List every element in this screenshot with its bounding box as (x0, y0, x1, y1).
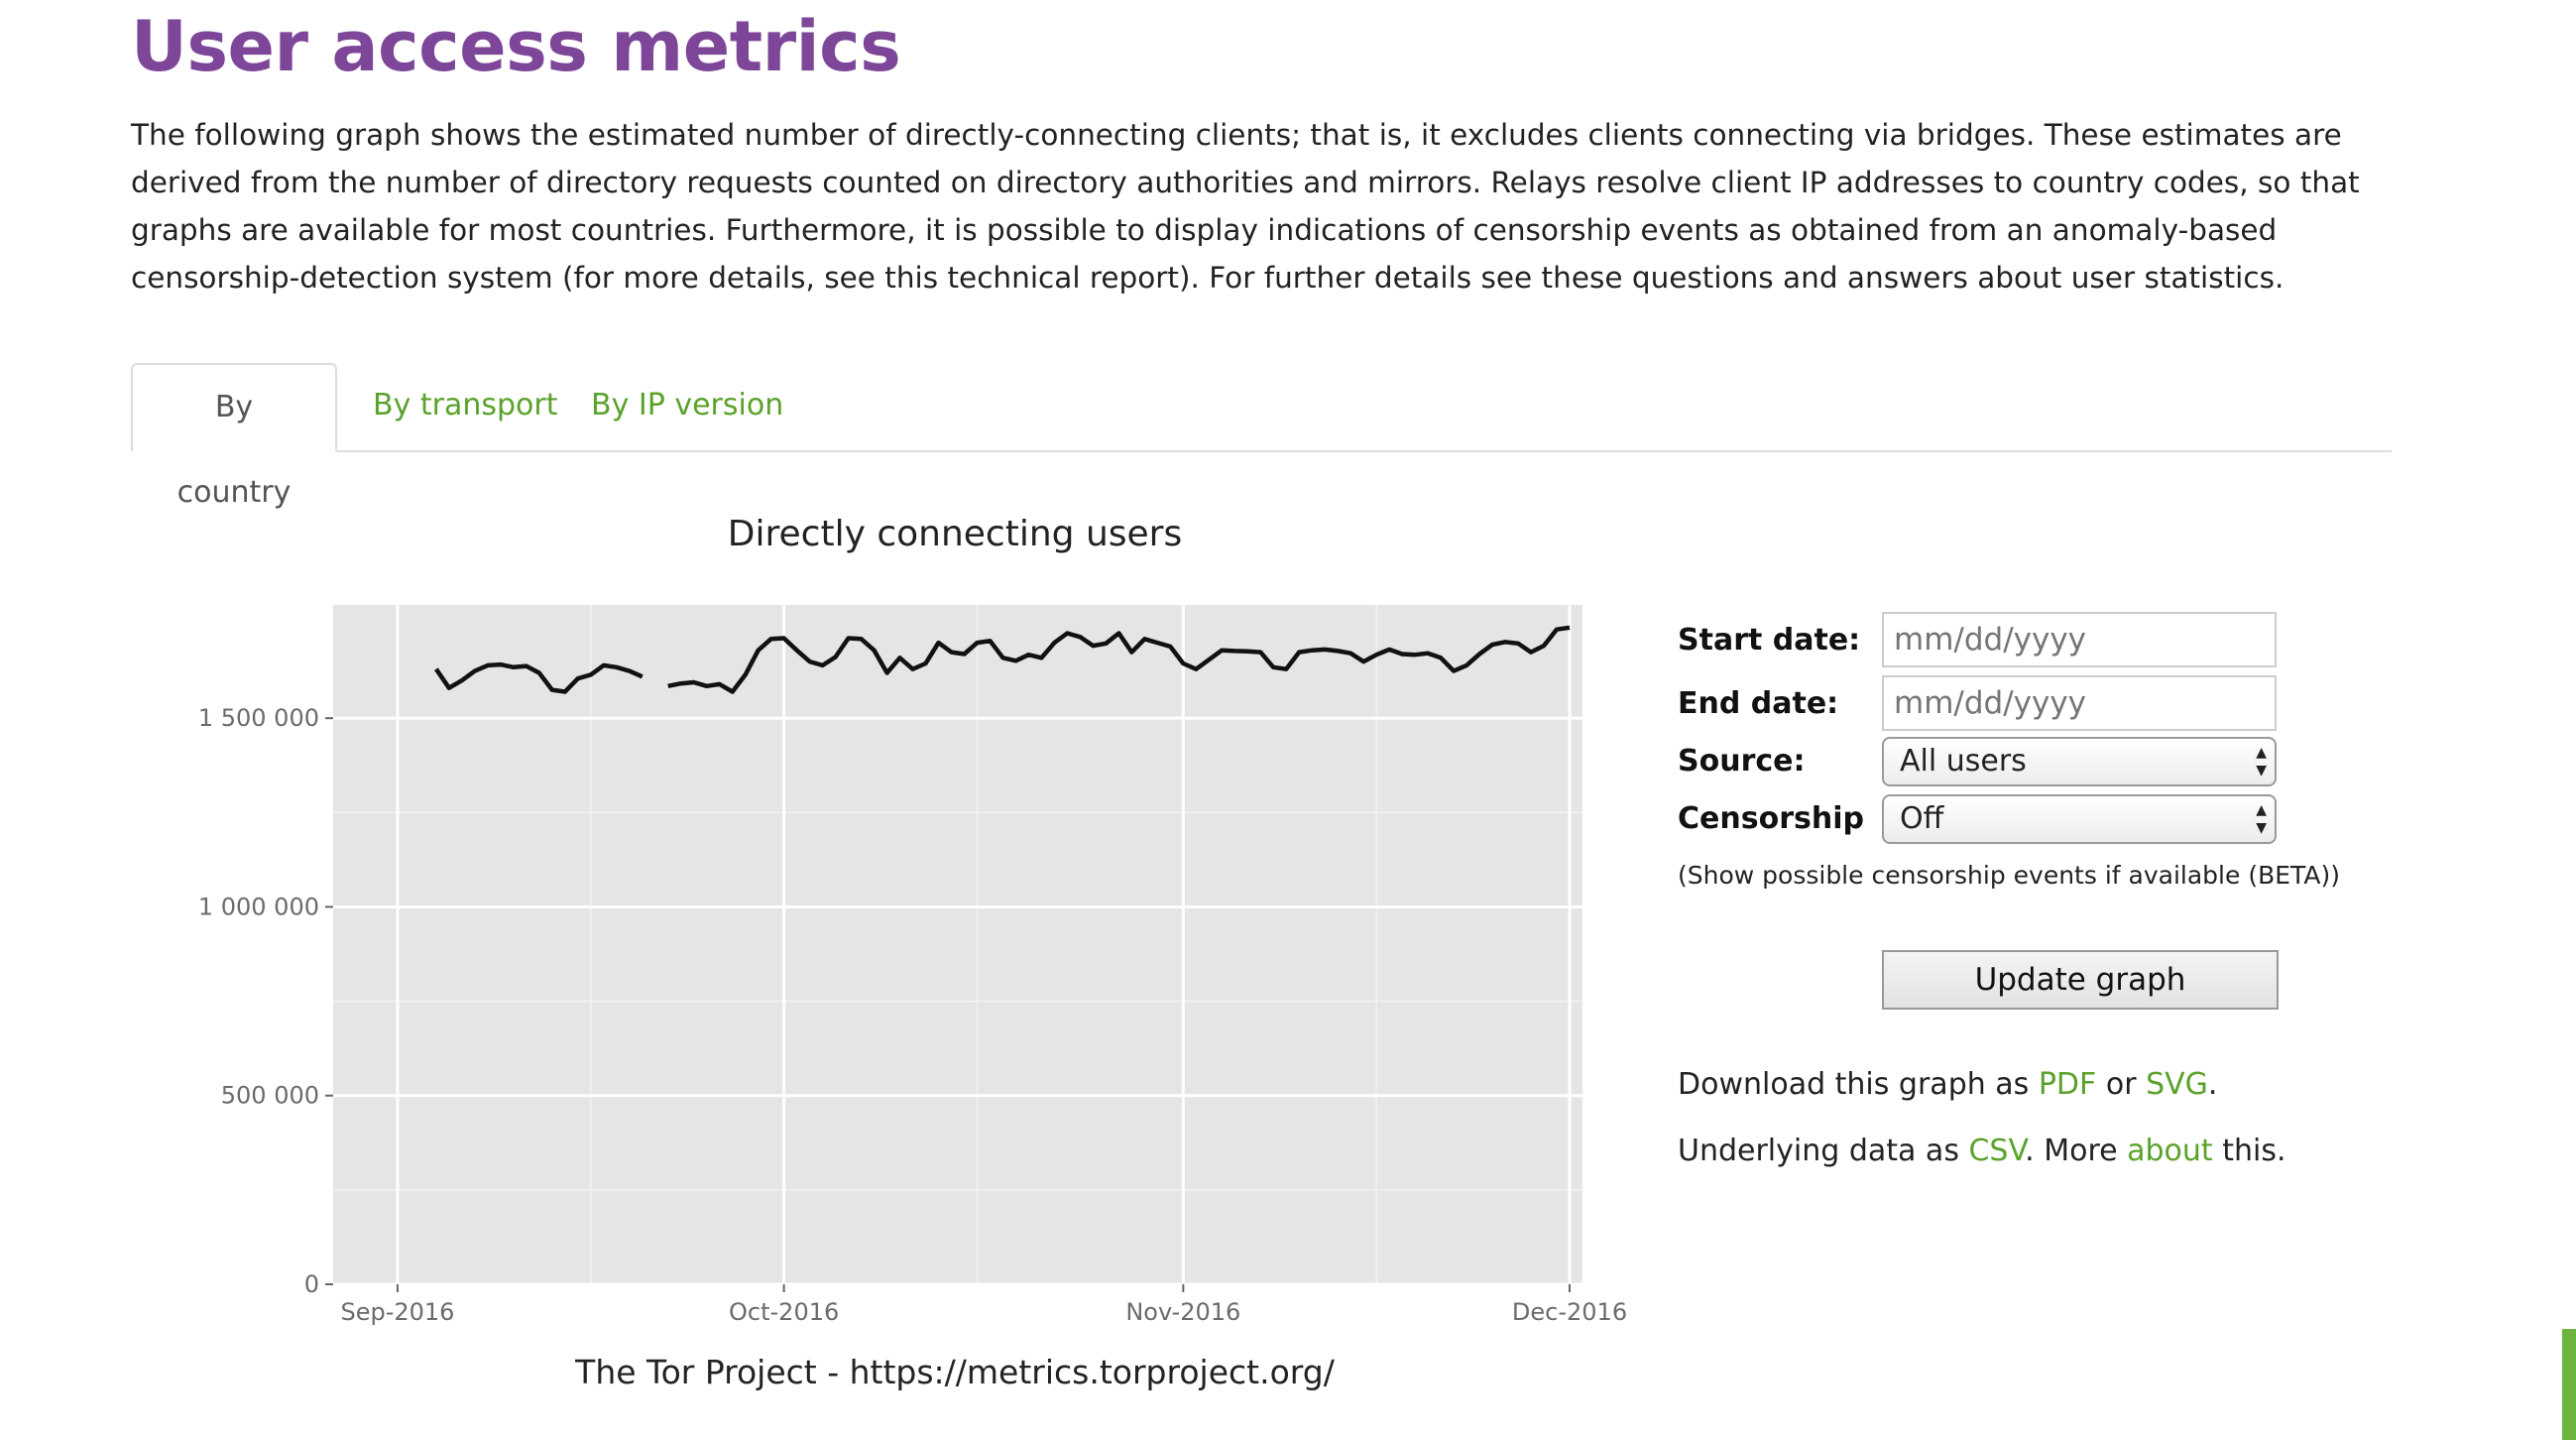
graph-tabs: By country By transport By IP version (131, 363, 2392, 510)
end-date-label: End date: (1678, 686, 1839, 721)
users-graph: Directly connecting users 0 500 000 1 000 … (198, 514, 1626, 1391)
about-link[interactable]: about (2127, 1134, 2213, 1168)
underlying-data-text: Underlying data as (1678, 1134, 1969, 1168)
censorship-hint: (Show possible censorship events if avai… (1678, 861, 2340, 890)
csv-link[interactable]: CSV (1968, 1134, 2026, 1168)
download-graph-line: Download this graph as PDF or SVG. (1678, 1067, 2217, 1102)
period-text: . (2207, 1067, 2218, 1102)
scroll-indicator[interactable] (2562, 1329, 2576, 1440)
source-label: Source: (1678, 744, 1806, 779)
select-arrows-icon: ▲ ▼ (2256, 745, 2267, 779)
underlying-data-line: Underlying data as CSV. More about this. (1678, 1134, 2286, 1168)
series-line (667, 625, 1571, 694)
censorship-select-value: Off (1900, 801, 1944, 836)
censorship-label: Censorship (1678, 801, 1864, 836)
download-graph-text: Download this graph as (1678, 1067, 2039, 1102)
x-tick-label: Sep-2016 (340, 1298, 454, 1326)
pdf-link[interactable]: PDF (2038, 1067, 2097, 1102)
x-tick-label: Dec-2016 (1512, 1298, 1626, 1326)
chart-title: Directly connecting users (728, 514, 1182, 554)
y-tick-label: 1 500 000 (198, 704, 319, 732)
or-text: or (2096, 1067, 2147, 1102)
tab-by-ip-version[interactable]: By IP version (591, 388, 784, 422)
y-tick-label: 0 (304, 1270, 319, 1298)
tab-by-transport[interactable]: By transport (373, 388, 558, 422)
intro-paragraph: The following graph shows the estimated … (131, 118, 2360, 295)
plot-background (333, 605, 1582, 1284)
start-date-label: Start date: (1678, 623, 1861, 658)
end-date-input[interactable] (1882, 675, 2277, 731)
update-graph-button[interactable]: Update graph (1882, 950, 2279, 1010)
source-select[interactable]: All users ▲ ▼ (1882, 737, 2277, 786)
page-title: User access metrics (131, 6, 901, 87)
source-select-value: All users (1900, 744, 2027, 779)
select-arrows-icon: ▲ ▼ (2256, 802, 2267, 836)
censorship-select[interactable]: Off ▲ ▼ (1882, 794, 2277, 844)
x-tick-label: Nov-2016 (1125, 1298, 1240, 1326)
this-text: this. (2212, 1134, 2286, 1168)
y-tick-label: 1 000 000 (198, 893, 319, 920)
tab-by-country[interactable]: By country (131, 363, 337, 510)
x-tick-label: Oct-2016 (729, 1298, 839, 1326)
svg-link[interactable]: SVG (2146, 1067, 2208, 1102)
more-text: . More (2025, 1134, 2128, 1168)
chart-footer: The Tor Project - https://metrics.torpro… (574, 1353, 1336, 1391)
start-date-input[interactable] (1882, 612, 2277, 667)
series-line (434, 661, 644, 694)
y-tick-label: 500 000 (221, 1082, 319, 1110)
